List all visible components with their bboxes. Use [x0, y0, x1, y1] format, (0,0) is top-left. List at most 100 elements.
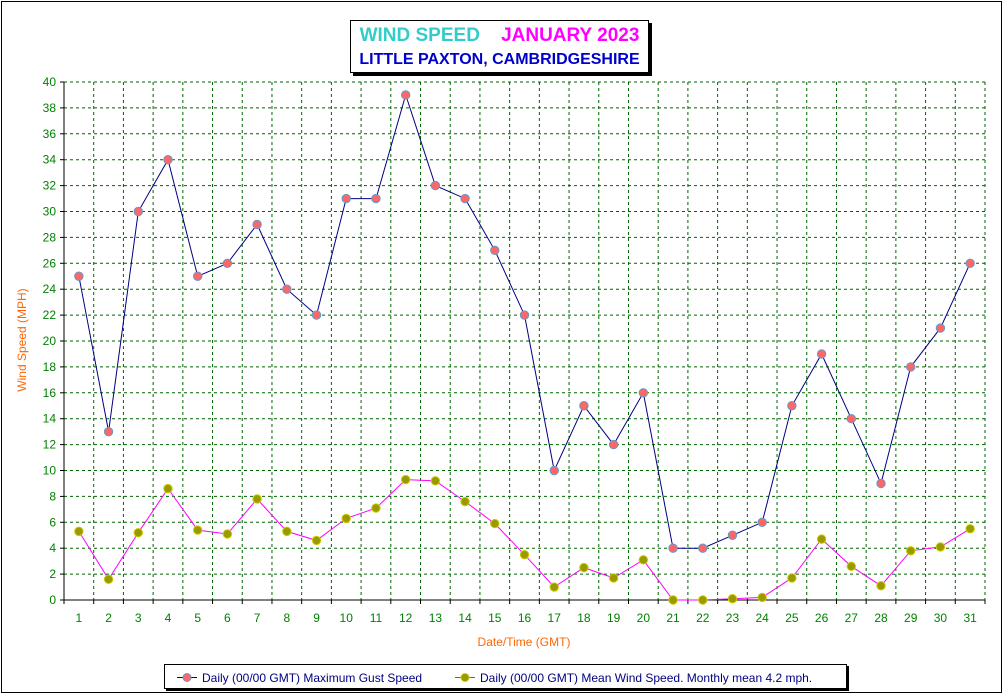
y-tick-label: 30 [43, 205, 57, 219]
x-tick-label: 8 [283, 611, 290, 625]
chart-title: WIND SPEED JANUARY 2023 [351, 25, 648, 47]
gust-data-point [906, 362, 916, 372]
y-tick-label: 24 [43, 282, 57, 296]
x-tick-label: 5 [194, 611, 201, 625]
y-tick-label: 40 [43, 75, 57, 89]
x-tick-label: 7 [254, 611, 261, 625]
gust-data-point [311, 310, 322, 320]
gust-data-point [519, 310, 530, 320]
mean-data-point [608, 573, 619, 583]
mean-data-point [74, 526, 84, 537]
grid [64, 81, 986, 600]
gust-data-point [371, 193, 381, 204]
mean-data-point [787, 573, 797, 583]
gust-data-point [430, 180, 441, 191]
mean-data-point [400, 474, 411, 485]
x-tick-label: 29 [904, 611, 918, 625]
gust-data-point [103, 426, 114, 437]
mean-data-point [519, 549, 530, 560]
x-tick-label: 11 [370, 611, 383, 625]
gust-data-point [192, 271, 203, 281]
gust-data-point [490, 245, 500, 256]
x-tick-label: 4 [165, 611, 172, 625]
mean-data-point [549, 582, 559, 592]
gust-data-point [608, 439, 619, 450]
y-tick-label: 26 [43, 256, 57, 270]
mean-data-point [163, 483, 173, 494]
gust-data-point [133, 206, 143, 217]
mean-data-point [460, 496, 470, 507]
mean-data-point [846, 561, 857, 572]
x-tick-label: 28 [874, 611, 888, 625]
mean-data-point [282, 526, 292, 537]
y-tick-label: 32 [43, 179, 57, 193]
x-tick-label: 20 [637, 611, 651, 625]
mean-data-point [727, 594, 738, 604]
legend-label: Daily (00/00 GMT) Maximum Gust Speed [202, 671, 422, 685]
x-tick-label: 12 [399, 611, 413, 625]
gust-data-point [341, 193, 351, 204]
y-tick-label: 2 [49, 567, 56, 581]
legend: Daily (00/00 GMT) Maximum Gust Speed Dail… [164, 664, 847, 689]
chart-subtitle: LITTLE PAXTON, CAMBRIDGESHIRE [359, 51, 640, 68]
mean-data-point [935, 542, 946, 552]
gust-data-point [638, 388, 649, 398]
y-tick-label: 6 [49, 515, 56, 529]
y-tick-label: 12 [43, 438, 57, 452]
gust-data-point [222, 258, 233, 268]
gust-data-point [74, 271, 84, 281]
gust-data-point [935, 323, 946, 333]
y-tick-label: 34 [43, 153, 57, 167]
gust-data-point [400, 90, 411, 100]
gust-data-point [787, 401, 797, 411]
y-tick-label: 18 [43, 360, 57, 374]
y-tick-label: 38 [43, 101, 57, 115]
mean-data-point [698, 595, 708, 605]
x-tick-label: 10 [340, 611, 354, 625]
gust-data-point [579, 401, 589, 411]
x-tick-label: 25 [785, 611, 799, 625]
legend-swatch-marker [460, 673, 470, 682]
x-tick-label: 26 [815, 611, 829, 625]
mean-data-point [906, 546, 916, 556]
y-tick-label: 10 [43, 464, 57, 478]
y-tick-label: 20 [43, 334, 57, 348]
x-tick-label: 30 [934, 611, 948, 625]
mean-data-point [876, 581, 886, 591]
x-tick-label: 31 [963, 611, 977, 625]
gust-data-point [549, 465, 559, 476]
title-month: JANUARY 2023 [501, 25, 640, 46]
mean-data-point [757, 592, 767, 603]
mean-data-point [252, 494, 262, 504]
gust-data-point [757, 517, 767, 527]
legend-entries: Daily (00/00 GMT) Maximum Gust Speed Dail… [177, 671, 812, 685]
legend-swatches: Daily (00/00 GMT) Maximum Gust Speed Dail… [177, 671, 812, 685]
gust-data-point [846, 414, 857, 424]
gust-data-point [668, 543, 678, 553]
mean-data-point [103, 574, 114, 584]
mean-data-point [341, 513, 351, 524]
y-tick-label: 36 [43, 127, 57, 141]
mean-data-point [816, 534, 827, 544]
title-box: WIND SPEED JANUARY 2023 LITTLE PAXTON, C… [350, 20, 649, 73]
gust-data-point [965, 258, 975, 268]
x-tick-label: 16 [518, 611, 532, 625]
x-tick-label: 3 [135, 611, 142, 625]
mean-data-point [965, 524, 975, 534]
title-wind-speed: WIND SPEED [359, 25, 480, 46]
x-tick-label: 2 [105, 611, 112, 625]
x-tick-label: 6 [224, 611, 231, 625]
mean-data-point [579, 562, 589, 573]
mean-data-point [371, 503, 381, 513]
mean-data-point [192, 525, 203, 535]
x-tick-label: 1 [76, 611, 83, 625]
y-tick-label: 4 [49, 541, 56, 555]
mean-data-point [311, 535, 322, 546]
y-tick-label: 22 [43, 308, 57, 322]
gust-data-point [252, 219, 262, 230]
gust-data-point [698, 543, 708, 553]
y-tick-label: 14 [43, 412, 57, 426]
x-tick-label: 18 [577, 611, 591, 625]
gust-data-point [816, 349, 827, 359]
